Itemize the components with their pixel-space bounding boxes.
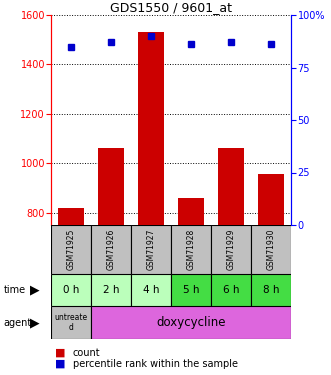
Bar [131,274,171,306]
Text: agent: agent [3,318,31,327]
Text: ■: ■ [55,359,65,369]
Title: GDS1550 / 9601_at: GDS1550 / 9601_at [110,1,232,14]
Text: 8 h: 8 h [263,285,280,295]
Bar [171,225,211,274]
Text: 5 h: 5 h [183,285,200,295]
Bar [51,225,91,274]
Bar [138,32,164,225]
Bar [91,274,131,306]
Text: time: time [3,285,25,295]
Bar [211,225,251,274]
Bar [178,198,204,225]
Text: ▶: ▶ [30,283,40,296]
Bar [51,274,91,306]
Text: GSM71929: GSM71929 [227,229,236,270]
Text: 0 h: 0 h [63,285,79,295]
Bar [91,306,291,339]
Text: doxycycline: doxycycline [157,316,226,329]
Bar [211,274,251,306]
Bar [51,306,91,339]
Text: percentile rank within the sample: percentile rank within the sample [73,359,238,369]
Text: GSM71930: GSM71930 [267,229,276,270]
Bar [251,274,291,306]
Bar [91,225,131,274]
Text: count: count [73,348,100,357]
Text: 6 h: 6 h [223,285,240,295]
Text: untreate
d: untreate d [55,313,88,332]
Bar [171,274,211,306]
Text: GSM71925: GSM71925 [67,229,76,270]
Bar [218,148,244,225]
Bar [98,148,124,225]
Text: 2 h: 2 h [103,285,119,295]
Text: ■: ■ [55,348,65,357]
Text: GSM71927: GSM71927 [147,229,156,270]
Bar [131,225,171,274]
Bar [58,208,84,225]
Text: 4 h: 4 h [143,285,160,295]
Bar [258,174,284,225]
Text: GSM71926: GSM71926 [107,229,116,270]
Text: ▶: ▶ [30,316,40,329]
Bar [251,225,291,274]
Text: GSM71928: GSM71928 [187,229,196,270]
